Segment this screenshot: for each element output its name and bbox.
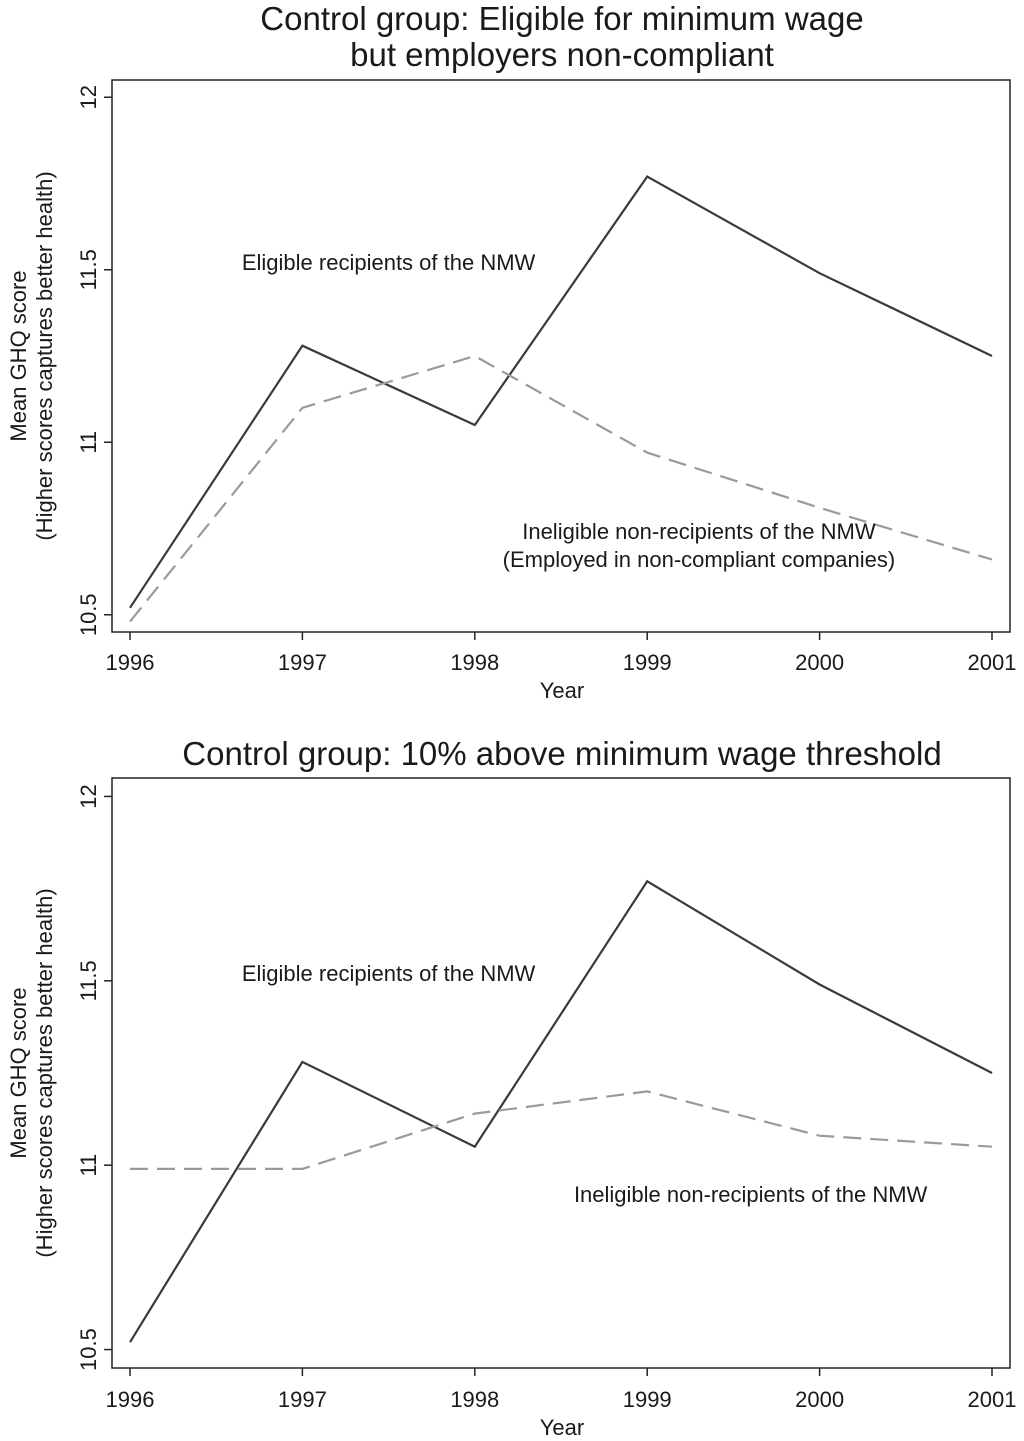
y-tick-label: 11.5	[76, 960, 101, 1001]
y-tick-label: 11.5	[76, 249, 101, 290]
plot-frame	[111, 777, 1011, 1369]
y-tick-label: 12	[76, 784, 101, 808]
x-tick-label: 1997	[278, 650, 327, 675]
chart-eligible-noncompliant: Control group: Eligible for minimum wage…	[6, 0, 1016, 703]
x-tick-label: 2000	[795, 1387, 844, 1412]
series-line-ineligible	[129, 354, 993, 623]
x-tick-label: 1998	[450, 1387, 499, 1412]
x-tick-label: 2001	[968, 1387, 1017, 1412]
y-tick-label: 10.5	[76, 593, 101, 636]
x-tick-label: 1999	[623, 1387, 672, 1412]
x-tick-label: 1998	[450, 650, 499, 675]
x-axis-label: Year	[540, 678, 584, 703]
plot-frame	[111, 79, 1011, 633]
x-tick-label: 1996	[106, 650, 155, 675]
y-tick-label: 10.5	[76, 1328, 101, 1371]
annotation-text: (Employed in non-compliant companies)	[503, 547, 896, 572]
x-tick-label: 2000	[795, 650, 844, 675]
annotation-text: Ineligible non-recipients of the NMW	[574, 1182, 928, 1207]
x-tick-label: 1996	[106, 1387, 155, 1412]
y-tick-label: 12	[76, 85, 101, 109]
series-line-ineligible	[130, 1090, 993, 1171]
chart-title-line: Control group: 10% above minimum wage th…	[182, 735, 941, 772]
series-line-eligible	[129, 175, 993, 609]
chart-10pct-above-threshold: Control group: 10% above minimum wage th…	[6, 735, 1016, 1440]
y-axis-label-line: (Higher scores captures better health)	[32, 171, 57, 540]
annotation-text: Eligible recipients of the NMW	[242, 961, 536, 986]
annotation-text: Eligible recipients of the NMW	[242, 250, 536, 275]
y-tick-label: 11	[76, 1154, 101, 1177]
y-axis-label-line: Mean GHQ score	[6, 987, 31, 1158]
x-tick-label: 1997	[278, 1387, 327, 1412]
x-tick-label: 2001	[968, 650, 1017, 675]
y-axis-label-line: Mean GHQ score	[6, 270, 31, 441]
chart-title-line: Control group: Eligible for minimum wage	[260, 0, 863, 37]
annotation-text: Ineligible non-recipients of the NMW	[522, 519, 876, 544]
y-tick-label: 11	[76, 431, 101, 454]
chart-title-line: but employers non-compliant	[350, 36, 774, 73]
x-axis-label: Year	[540, 1415, 584, 1440]
y-axis-label-line: (Higher scores captures better health)	[32, 888, 57, 1257]
series-line-eligible	[129, 879, 993, 1343]
x-tick-label: 1999	[623, 650, 672, 675]
